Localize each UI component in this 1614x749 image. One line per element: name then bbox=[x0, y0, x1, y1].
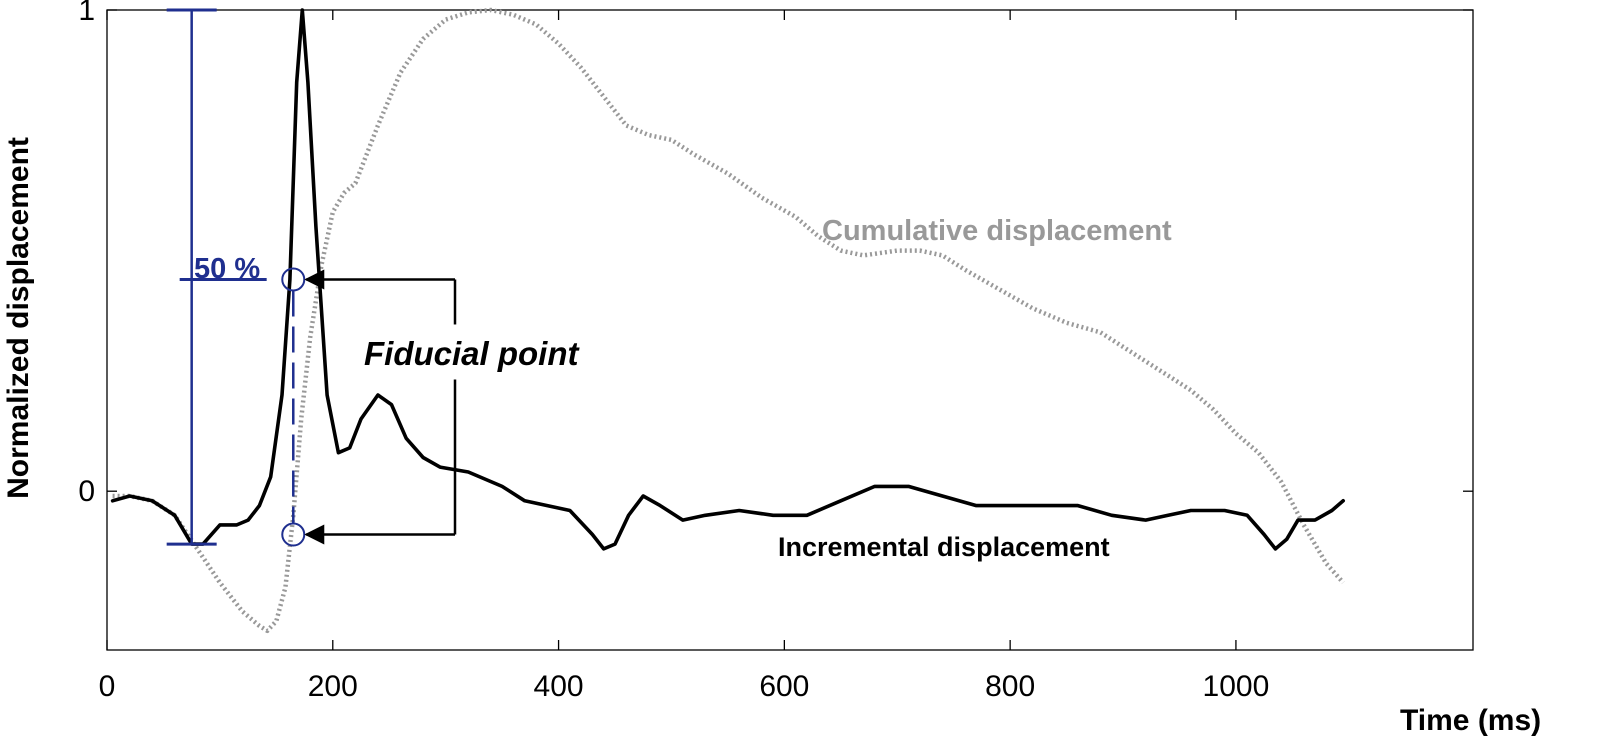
x-tick-label: 600 bbox=[759, 670, 809, 703]
cumulative-series-label: Cumulative displacement bbox=[822, 215, 1172, 247]
x-tick-label: 800 bbox=[985, 670, 1035, 703]
axis-ticks bbox=[106, 9, 1473, 650]
fiducial-point-label: Fiducial point bbox=[364, 335, 580, 372]
y-tick-label: 1 bbox=[78, 0, 95, 27]
x-tick-label: 0 bbox=[99, 670, 116, 703]
incremental-displacement-line bbox=[110, 8, 1345, 551]
y-axis-title: Normalized displacement bbox=[2, 137, 35, 499]
x-tick-label: 200 bbox=[308, 670, 358, 703]
series-layer bbox=[110, 7, 1345, 634]
y-tick-label: 0 bbox=[78, 475, 95, 508]
x-axis-title: Time (ms) bbox=[1400, 704, 1541, 737]
annotation-layer: Cumulative displacement Incremental disp… bbox=[166, 8, 1172, 562]
x-tick-label: 1000 bbox=[1203, 670, 1270, 703]
axis-tick-labels: 0 200 400 600 800 1000 0 1 bbox=[78, 0, 1269, 703]
fiducial-upper-marker bbox=[281, 267, 306, 292]
cumulative-displacement-line bbox=[112, 7, 1345, 634]
plot-frame bbox=[106, 9, 1474, 651]
incremental-series-label: Incremental displacement bbox=[778, 532, 1110, 562]
x-tick-label: 400 bbox=[534, 670, 584, 703]
